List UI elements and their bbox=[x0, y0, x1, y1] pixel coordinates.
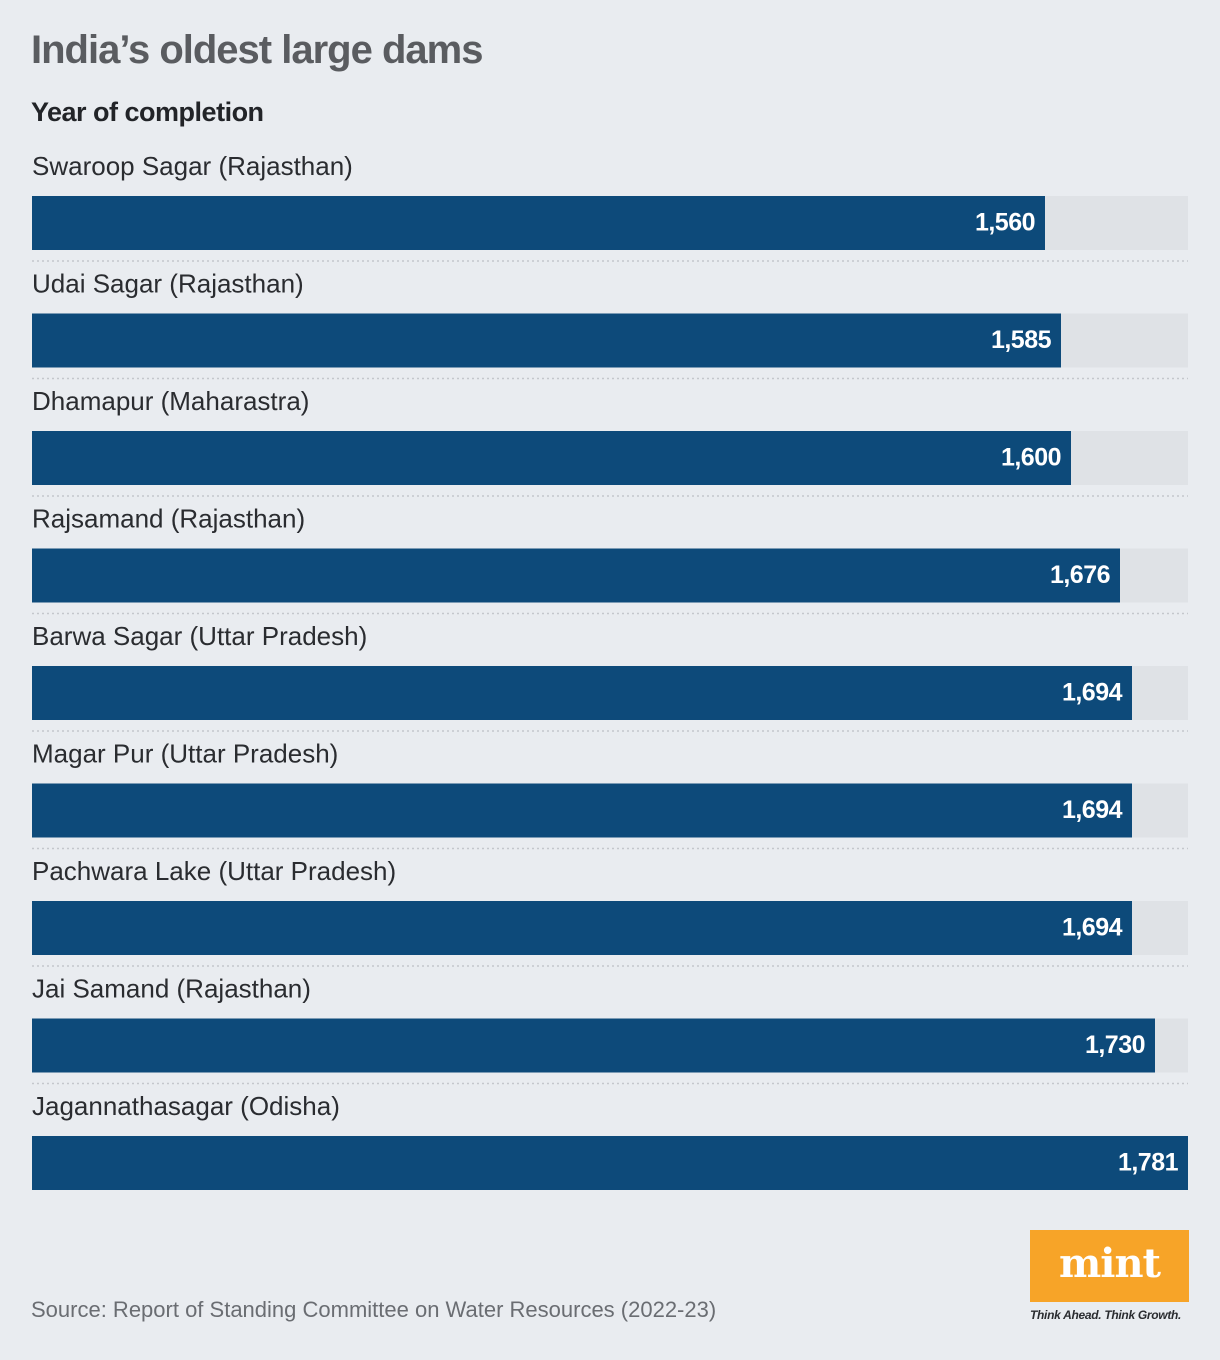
value-label: 1,694 bbox=[1062, 796, 1123, 824]
value-label: 1,600 bbox=[1001, 444, 1061, 472]
bar bbox=[32, 666, 1132, 720]
category-label: Magar Pur (Uttar Pradesh) bbox=[32, 738, 338, 768]
value-label: 1,694 bbox=[1062, 914, 1123, 942]
bar bbox=[32, 431, 1071, 485]
category-label: Jagannathasagar (Odisha) bbox=[32, 1091, 340, 1121]
bar bbox=[32, 1136, 1188, 1190]
bar bbox=[32, 548, 1120, 603]
category-label: Rajsamand (Rajasthan) bbox=[32, 503, 305, 533]
value-label: 1,676 bbox=[1050, 561, 1110, 589]
category-label: Jai Samand (Rajasthan) bbox=[32, 973, 311, 1003]
bar bbox=[32, 901, 1132, 955]
chart-title: India’s oldest large dams bbox=[31, 28, 483, 72]
chart-subtitle: Year of completion bbox=[31, 97, 264, 127]
mint-logo-tagline: Think Ahead. Think Growth. bbox=[1030, 1308, 1182, 1322]
bar bbox=[32, 1018, 1155, 1073]
mint-logo: mint Think Ahead. Think Growth. bbox=[1030, 1230, 1190, 1322]
bar-chart: Swaroop Sagar (Rajasthan) 1,560 Udai Sagar… bbox=[32, 151, 1188, 1190]
value-label: 1,585 bbox=[991, 326, 1052, 354]
value-label: 1,730 bbox=[1085, 1031, 1145, 1059]
category-label: Udai Sagar (Rajasthan) bbox=[32, 268, 304, 298]
value-label: 1,560 bbox=[975, 209, 1035, 237]
value-label: 1,781 bbox=[1118, 1149, 1179, 1177]
value-label: 1,694 bbox=[1062, 679, 1123, 707]
source-note: Source: Report of Standing Committee on … bbox=[31, 1297, 717, 1322]
category-label: Barwa Sagar (Uttar Pradesh) bbox=[32, 621, 367, 651]
bar bbox=[32, 783, 1132, 838]
category-label: Dhamapur (Maharastra) bbox=[32, 386, 309, 416]
bar bbox=[32, 313, 1061, 368]
mint-logo-mark: mint bbox=[1030, 1230, 1189, 1302]
bar bbox=[32, 196, 1045, 250]
category-label: Pachwara Lake (Uttar Pradesh) bbox=[32, 856, 396, 886]
category-label: Swaroop Sagar (Rajasthan) bbox=[32, 151, 353, 181]
